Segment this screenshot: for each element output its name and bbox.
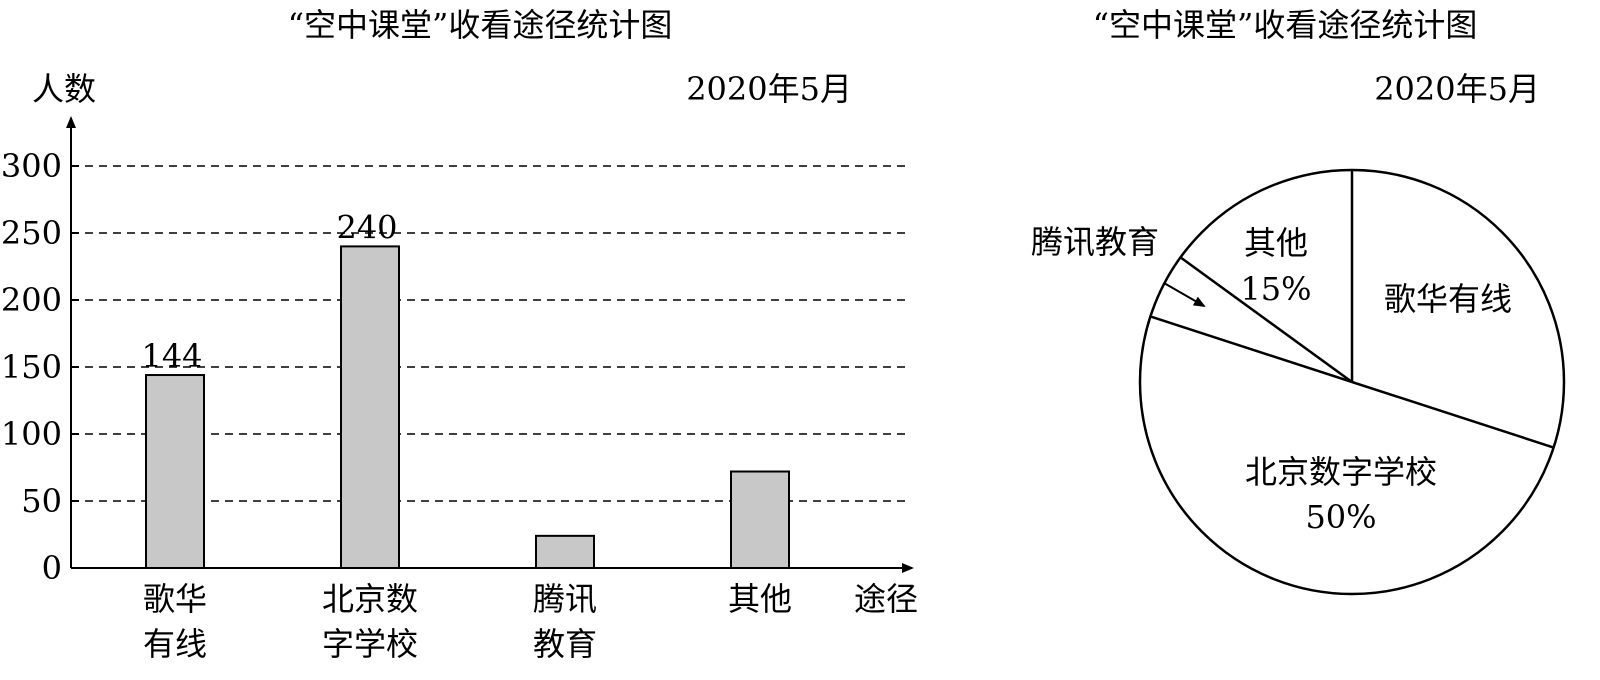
bar-0	[145, 374, 205, 570]
y-tick-label-250: 250	[1, 214, 62, 252]
pie-chart-title: “空中课堂”收看途径统计图	[1093, 6, 1478, 44]
data-label-0: 144	[141, 337, 202, 375]
x-tick-label-3-0: 其他	[728, 580, 792, 618]
x-tick-label-2-0: 腾讯	[533, 580, 597, 618]
pie-label-other: 其他	[1244, 224, 1308, 262]
pie-label-beijing: 北京数字学校	[1245, 453, 1437, 491]
bar-chart: “空中课堂”收看途径统计图 2020年5月 人数 途径 0 50 100 150 200…	[1, 6, 918, 663]
pie-label-gehua: 歌华有线	[1384, 280, 1512, 318]
y-tick-label-150: 150	[1, 348, 62, 386]
bar-1	[340, 245, 400, 569]
pie-slices	[1149, 170, 1555, 449]
pie-label-tencent: 腾讯教育	[1031, 223, 1159, 261]
y-tick-label-50: 50	[21, 482, 62, 520]
x-tick-labels: 歌华有线 北京数字学校 腾讯教育 其他	[143, 580, 792, 663]
bars	[145, 245, 790, 570]
x-axis-label: 途径	[854, 580, 918, 618]
pie-slice-boundary-1	[1351, 380, 1555, 449]
bar-chart-subtitle: 2020年5月	[686, 70, 852, 108]
data-label-1: 240	[336, 208, 397, 246]
pie-percent-other: 15%	[1240, 270, 1311, 308]
data-labels: 144 240	[141, 208, 397, 375]
pie-chart-subtitle: 2020年5月	[1374, 70, 1540, 108]
bar-3	[730, 470, 790, 569]
pie-slice-boundary-2	[1149, 315, 1353, 384]
bar-chart-title: “空中课堂”收看途径统计图	[288, 6, 673, 44]
x-tick-label-0-1: 有线	[143, 625, 207, 663]
pie-chart: “空中课堂”收看途径统计图 2020年5月 歌华有线 北京数字学校 50% 其他…	[1031, 6, 1566, 596]
y-axis-label: 人数	[32, 70, 96, 108]
x-tick-label-0-0: 歌华	[143, 580, 207, 618]
y-tick-label-100: 100	[1, 415, 62, 453]
x-tick-label-1-1: 字学校	[322, 625, 418, 663]
x-tick-label-1-0: 北京数	[322, 580, 418, 618]
y-tick-label-200: 200	[1, 281, 62, 319]
y-tick-label-0: 0	[42, 549, 62, 587]
pie-callout-arrow	[1163, 282, 1206, 307]
y-tick-labels: 0 50 100 150 200 250 300	[1, 147, 79, 587]
bar-2	[535, 534, 595, 570]
y-tick-label-300: 300	[1, 147, 62, 185]
pie-slice-boundary-3	[1179, 256, 1353, 384]
pie-percent-beijing: 50%	[1305, 498, 1376, 536]
x-tick-label-2-1: 教育	[533, 625, 597, 663]
